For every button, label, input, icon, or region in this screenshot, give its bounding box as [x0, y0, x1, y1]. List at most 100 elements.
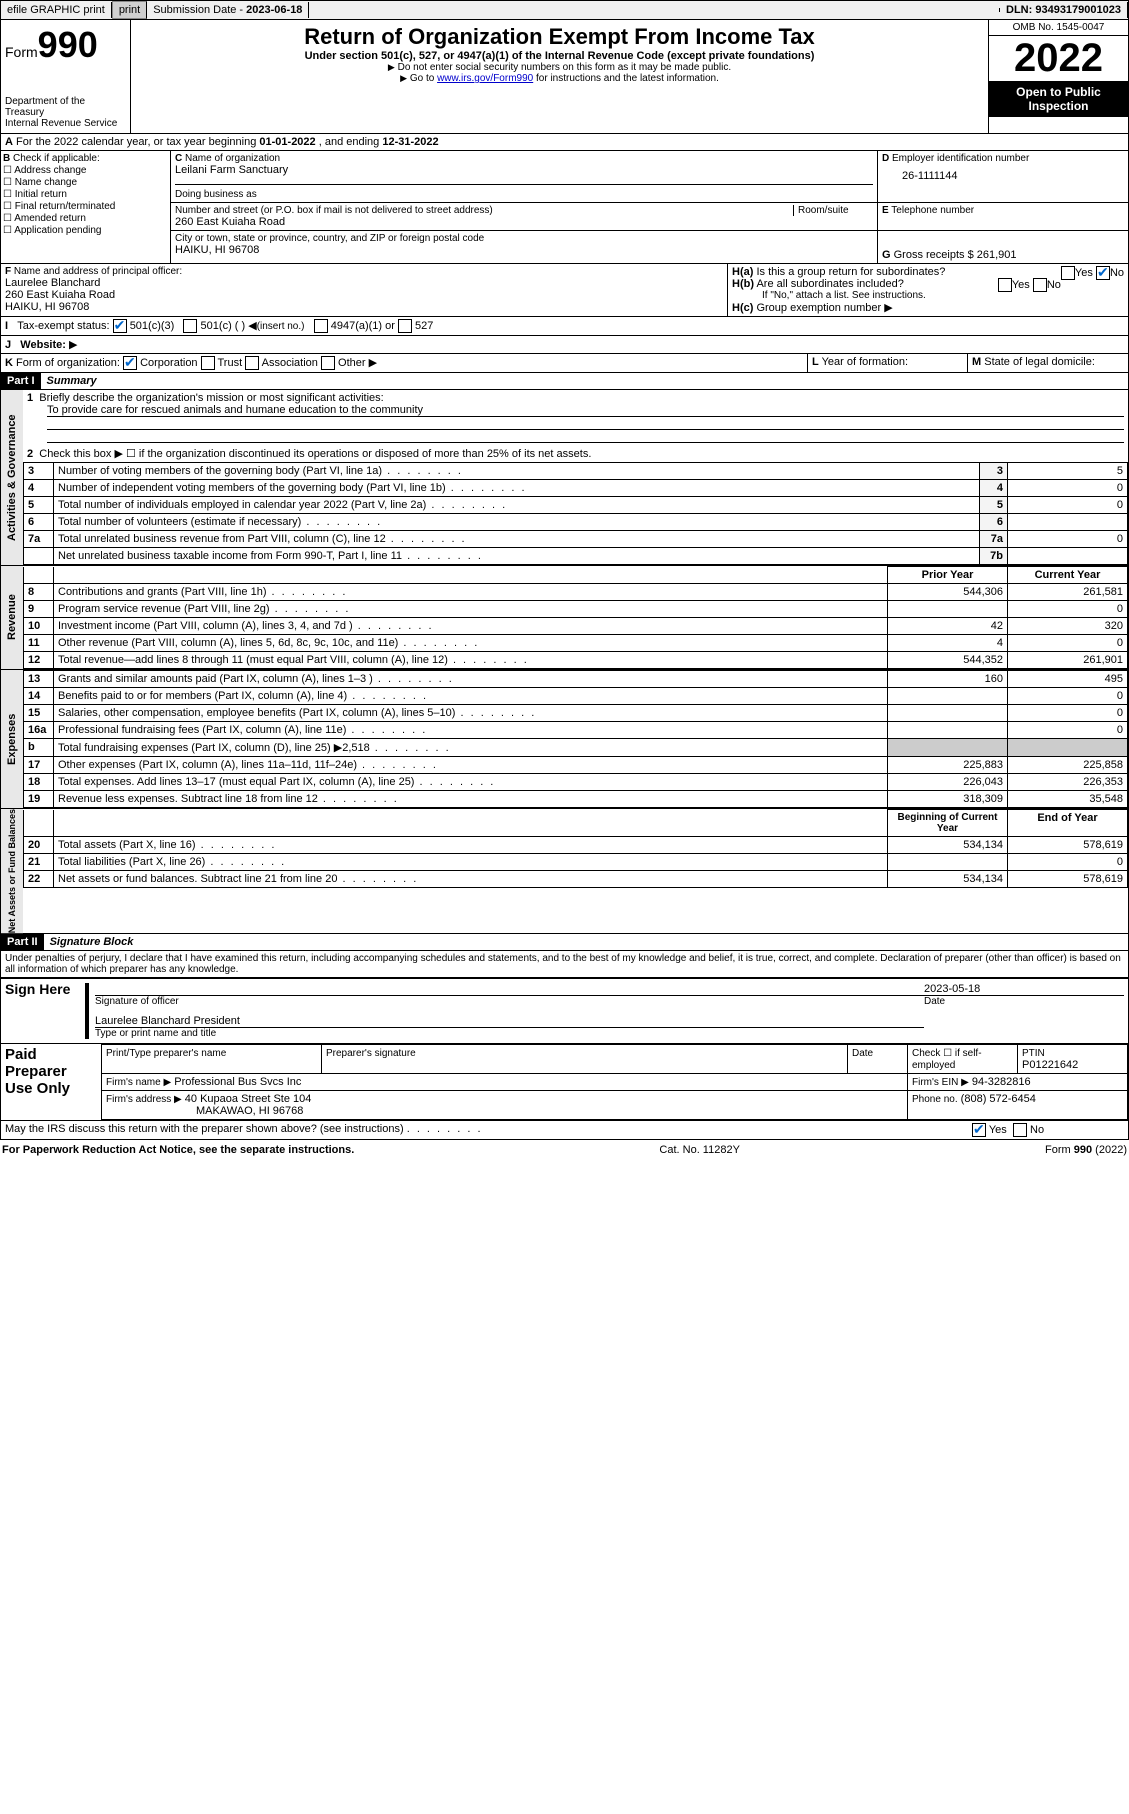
mission-label: Briefly describe the organization's miss…	[39, 392, 383, 404]
i-501c3[interactable]	[113, 319, 127, 333]
submission-label: Submission Date -	[153, 4, 246, 16]
form-subtitle: Under section 501(c), 527, or 4947(a)(1)…	[135, 50, 984, 62]
self-employed-label: Check ☐ if self-employed	[912, 1048, 982, 1071]
discuss-yes[interactable]	[972, 1123, 986, 1137]
data-row: 19Revenue less expenses. Subtract line 1…	[24, 791, 1128, 808]
preparer-table: Print/Type preparer's name Preparer's si…	[101, 1044, 1128, 1120]
summary-row: 7aTotal unrelated business revenue from …	[24, 531, 1128, 548]
ptin-label: PTIN	[1022, 1048, 1045, 1059]
chk-final[interactable]: ☐ Final return/terminated	[3, 201, 168, 212]
summary-row: Net unrelated business taxable income fr…	[24, 548, 1128, 565]
data-row: 18Total expenses. Add lines 13–17 (must …	[24, 774, 1128, 791]
firm-name: Professional Bus Svcs Inc	[174, 1076, 301, 1088]
firm-addr1: 40 Kupaoa Street Ste 104	[185, 1093, 312, 1105]
street-label: Number and street (or P.O. box if mail i…	[175, 205, 793, 216]
firm-phone-label: Phone no.	[912, 1094, 958, 1105]
eoy-hdr: End of Year	[1008, 810, 1128, 837]
form-word: Form	[5, 44, 38, 60]
current-year-hdr: Current Year	[1008, 567, 1128, 584]
firm-phone: (808) 572-6454	[961, 1093, 1036, 1105]
form-header: Form990 Department of the Treasury Inter…	[0, 20, 1129, 134]
irs-link[interactable]: www.irs.gov/Form990	[437, 73, 533, 84]
line2-text: Check this box ▶ ☐ if the organization d…	[39, 448, 591, 460]
i-501c[interactable]	[183, 319, 197, 333]
officer-name-title: Laurelee Blanchard President	[95, 1015, 924, 1028]
ha-yes[interactable]	[1061, 266, 1075, 280]
data-row: 17Other expenses (Part IX, column (A), l…	[24, 757, 1128, 774]
hb-label: Are all subordinates included?	[756, 278, 903, 290]
data-row: 20Total assets (Part X, line 16)534,1345…	[24, 837, 1128, 854]
entity-block: B Check if applicable: ☐ Address change …	[0, 151, 1129, 264]
k-corp[interactable]	[123, 356, 137, 370]
discuss-no[interactable]	[1013, 1123, 1027, 1137]
type-name-label: Type or print name and title	[95, 1028, 924, 1039]
chk-name[interactable]: ☐ Name change	[3, 177, 168, 188]
data-row: 8Contributions and grants (Part VIII, li…	[24, 584, 1128, 601]
data-row: 13Grants and similar amounts paid (Part …	[24, 671, 1128, 688]
sig-officer-label: Signature of officer	[95, 996, 924, 1007]
omb-number: OMB No. 1545-0047	[989, 20, 1128, 36]
page-footer: For Paperwork Reduction Act Notice, see …	[0, 1140, 1129, 1160]
netassets-table: Beginning of Current YearEnd of Year 20T…	[23, 809, 1128, 888]
k-other[interactable]	[321, 356, 335, 370]
data-row: 11Other revenue (Part VIII, column (A), …	[24, 635, 1128, 652]
footer-right: Form 990 (2022)	[1045, 1144, 1127, 1156]
b-label: Check if applicable:	[13, 153, 100, 164]
data-row: 12Total revenue—add lines 8 through 11 (…	[24, 652, 1128, 669]
k-trust[interactable]	[201, 356, 215, 370]
line-a-text: For the 2022 calendar year, or tax year …	[16, 136, 259, 148]
summary-row: 5Total number of individuals employed in…	[24, 497, 1128, 514]
chk-pending[interactable]: ☐ Application pending	[3, 225, 168, 236]
gross-value: 261,901	[977, 249, 1017, 261]
k-label: Form of organization:	[16, 357, 120, 369]
hb-no[interactable]	[1033, 278, 1047, 292]
prep-sig-label: Preparer's signature	[326, 1048, 416, 1059]
street-value: 260 East Kuiaha Road	[175, 216, 873, 228]
data-row: 10Investment income (Part VIII, column (…	[24, 618, 1128, 635]
officer-addr2: HAIKU, HI 96708	[5, 301, 723, 313]
officer-label: Name and address of principal officer:	[14, 266, 182, 277]
top-bar: efile GRAPHIC print print Submission Dat…	[0, 0, 1129, 20]
dln-value: 93493179001023	[1035, 4, 1121, 16]
hb-yes[interactable]	[998, 278, 1012, 292]
chk-initial[interactable]: ☐ Initial return	[3, 189, 168, 200]
k-assoc[interactable]	[245, 356, 259, 370]
ha-no[interactable]	[1096, 266, 1110, 280]
line-j: J Website: ▶	[0, 336, 1129, 354]
ein-label: Employer identification number	[892, 153, 1029, 164]
expenses-table: 13Grants and similar amounts paid (Part …	[23, 670, 1128, 808]
i-527[interactable]	[398, 319, 412, 333]
begin-date: 01-01-2022	[259, 136, 315, 148]
paid-preparer-block: Paid Preparer Use Only Print/Type prepar…	[0, 1044, 1129, 1121]
note-ssn: Do not enter social security numbers on …	[135, 62, 984, 73]
i-label: Tax-exempt status:	[17, 320, 109, 332]
data-row: 14Benefits paid to or for members (Part …	[24, 688, 1128, 705]
chk-amended[interactable]: ☐ Amended return	[3, 213, 168, 224]
boy-hdr: Beginning of Current Year	[888, 810, 1008, 837]
tax-year: 2022	[989, 36, 1128, 81]
revenue-table: Prior YearCurrent Year 8Contributions an…	[23, 566, 1128, 669]
officer-name: Laurelee Blanchard	[5, 277, 723, 289]
data-row: 15Salaries, other compensation, employee…	[24, 705, 1128, 722]
footer-mid: Cat. No. 11282Y	[659, 1144, 740, 1156]
sig-date: 2023-05-18	[924, 983, 1124, 995]
form-title: Return of Organization Exempt From Incom…	[135, 24, 984, 50]
inspection-badge: Open to PublicInspection	[989, 81, 1128, 117]
chk-address[interactable]: ☐ Address change	[3, 165, 168, 176]
part2-header: Part II Signature Block	[0, 934, 1129, 951]
room-label: Room/suite	[793, 205, 873, 216]
l-label: Year of formation:	[822, 356, 908, 368]
submission-date: 2023-06-18	[246, 4, 302, 16]
summary-row: 6Total number of volunteers (estimate if…	[24, 514, 1128, 531]
print-button[interactable]: print	[112, 1, 147, 19]
firm-addr2: MAKAWAO, HI 96768	[106, 1105, 303, 1117]
firm-ein: 94-3282816	[972, 1076, 1031, 1088]
h-note: If "No," attach a list. See instructions…	[732, 290, 1124, 301]
discuss-label: May the IRS discuss this return with the…	[5, 1123, 404, 1135]
section-activities: Activities & Governance	[1, 390, 23, 565]
summary-top-table: 3Number of voting members of the governi…	[23, 462, 1128, 565]
discuss-row: May the IRS discuss this return with the…	[0, 1121, 1129, 1140]
i-4947[interactable]	[314, 319, 328, 333]
line-i: I Tax-exempt status: 501(c)(3) 501(c) ( …	[0, 317, 1129, 336]
firm-name-label: Firm's name ▶	[106, 1077, 171, 1088]
